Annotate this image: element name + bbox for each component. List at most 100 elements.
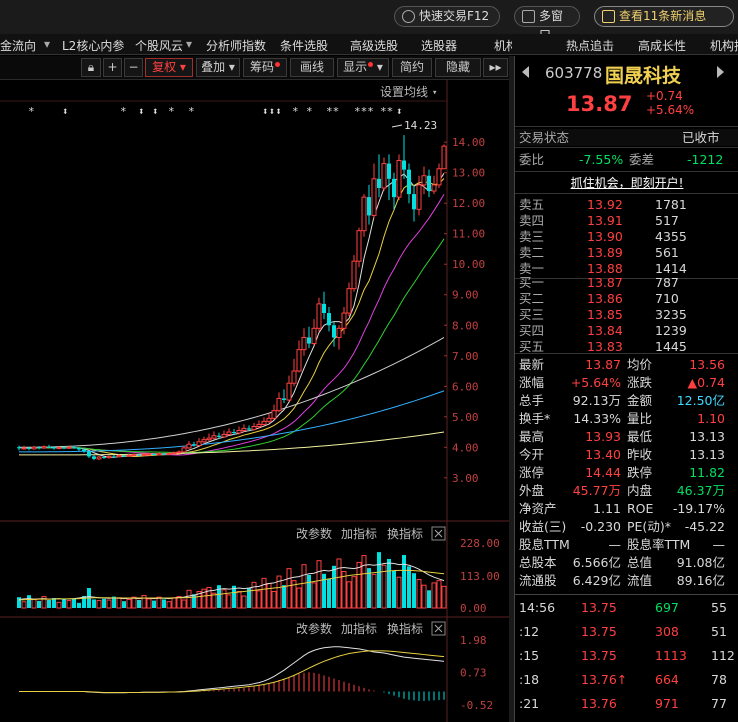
menu-hotspot[interactable]: 热点追击 [566,39,615,53]
event-mark[interactable]: *** [354,105,374,118]
stat-row: 换手* 14.33% 量比 1.10 [515,410,738,427]
ask-row[interactable]: 卖五 13.92 1781 [515,196,738,213]
menu-institution-hold[interactable]: 机构持 [710,39,738,53]
tick-price: 13.76↑ [581,672,628,687]
stat-value: -45.22 [684,519,725,534]
bid-row[interactable]: 买二 13.86 710 [515,290,738,307]
stat-value: 92.13万 [572,393,621,408]
volume-bar [92,599,96,608]
panel-splitter[interactable] [509,56,514,722]
candle-body [276,397,282,412]
next-stock-icon[interactable] [717,66,724,78]
macd-switch-indicator[interactable]: 换指标 [387,621,423,636]
event-mark[interactable]: * [292,105,299,118]
stat-label: 金额 [627,393,653,408]
stat-label: 昨收 [627,447,653,462]
overlay-button[interactable]: 叠加 ▾ [196,58,240,77]
bid-vol: 787 [655,275,679,290]
chart-area[interactable]: 228.00 113.00 0.00 1.98 0.73 -0.52 14.00 13.0… [0,80,512,722]
ask-vol: 561 [655,245,679,260]
event-mark[interactable]: ⬍ [138,105,145,118]
bid-row[interactable]: 买一 13.87 787 [515,274,738,291]
event-mark[interactable]: ** [380,105,393,118]
event-mark[interactable]: ⬍ [152,105,159,118]
candle-body [66,446,72,449]
price-axis-label: 13.00 [452,167,485,180]
candle-body [396,160,402,198]
volume-bar [387,558,391,608]
macd-add-indicator[interactable]: 加指标 [341,621,377,636]
bid-price: 13.85 [587,307,623,322]
ask-row[interactable]: 卖二 13.89 561 [515,244,738,261]
open-account-link[interactable]: 抓住机会，即刻开户! [570,176,684,190]
vol-add-indicator[interactable]: 加指标 [341,526,377,541]
vol-switch-indicator[interactable]: 换指标 [387,526,423,541]
menu-stock-picker[interactable]: 选股器 [421,39,458,53]
event-mark[interactable]: * [168,105,175,118]
event-mark[interactable]: ⬍⬍⬍ [262,105,282,118]
kline-chart[interactable]: 228.00 113.00 0.00 1.98 0.73 -0.52 14.00 13.0… [0,80,512,722]
quick-trade-button[interactable]: 快速交易F12 [394,6,500,27]
bid-price: 13.86 [587,291,623,306]
stat-row: 今开 13.40 昨收 13.13 [515,446,738,463]
candle-body [17,447,21,449]
hide-button[interactable]: 隐藏 [435,58,481,77]
bid-row[interactable]: 买五 13.83 1445 [515,338,738,355]
expand-icon[interactable]: ▸▸ [483,58,508,77]
event-mark[interactable]: * [120,105,127,118]
menu-stock-news[interactable]: 个股风云 [135,39,184,53]
trade-status-row: 交易状态 已收市 [515,129,738,146]
macd-modify-param[interactable]: 改参数 [296,621,332,636]
stat-value: 12.50亿 [676,393,725,408]
event-mark[interactable]: ⬍ [396,105,403,118]
multi-window-button[interactable]: 多窗口 [514,6,580,42]
vol-modify-param[interactable]: 改参数 [296,526,332,541]
fuquan-button[interactable]: 复权 ▾ [145,58,193,77]
volume-bar [131,596,137,609]
stat-label: 收益(三) [519,519,567,534]
macd-close-icon[interactable] [431,621,446,636]
event-mark[interactable]: ⬍ [62,105,69,118]
event-mark[interactable]: * [28,105,35,118]
candle-body [27,447,31,449]
prev-stock-icon[interactable] [522,66,529,78]
stat-value: 11.82 [689,465,725,480]
draw-line-button[interactable]: 画线 [290,58,334,77]
volume-bar [421,584,427,609]
ask-row[interactable]: 卖一 13.88 1414 [515,260,738,277]
lock-icon[interactable]: 🔒︎ [81,58,101,77]
chips-button[interactable]: 筹码 [243,58,287,77]
ask-row[interactable]: 卖四 13.91 517 [515,212,738,229]
menu-fund-flow[interactable]: 资金流向 [0,39,37,53]
bid-row[interactable]: 买三 13.85 3235 [515,306,738,323]
ask-row[interactable]: 卖三 13.90 4355 [515,228,738,245]
menu-analyst-index[interactable]: 分析师指数 [206,39,267,53]
event-mark[interactable]: ** [326,105,339,118]
volume-bar [82,596,86,608]
simple-button[interactable]: 简约 [392,58,432,77]
macd-dea-line [19,650,445,694]
event-mark[interactable]: * [306,105,313,118]
news-button[interactable]: 查看11条新消息 [594,6,734,27]
stat-value: 13.40 [585,447,621,462]
bid-row[interactable]: 买四 13.84 1239 [515,322,738,339]
display-button[interactable]: 显示 ▾ [337,58,389,77]
zoom-out-icon[interactable]: − [124,58,143,77]
stat-label: 净资产 [519,501,557,516]
volume-bar [196,590,202,609]
event-mark[interactable]: * [188,105,195,118]
candle-body [436,168,442,186]
candle-body [82,449,86,452]
candle-body [296,349,302,372]
price-axis-label: 12.00 [452,197,485,210]
zoom-in-icon[interactable]: + [103,58,122,77]
vol-close-icon[interactable] [431,526,446,541]
ma-setting-label[interactable]: 设置均线 [380,85,428,99]
menu-high-growth[interactable]: 高成长性 [638,39,687,53]
volume-bar [396,576,402,609]
menu-l2-core[interactable]: L2核心内参 [62,39,125,53]
menu-advanced-select[interactable]: 高级选股 [350,39,399,53]
stat-label: 总股本 [519,555,557,570]
candle-body [201,439,207,443]
menu-condition-select[interactable]: 条件选股 [280,39,329,53]
